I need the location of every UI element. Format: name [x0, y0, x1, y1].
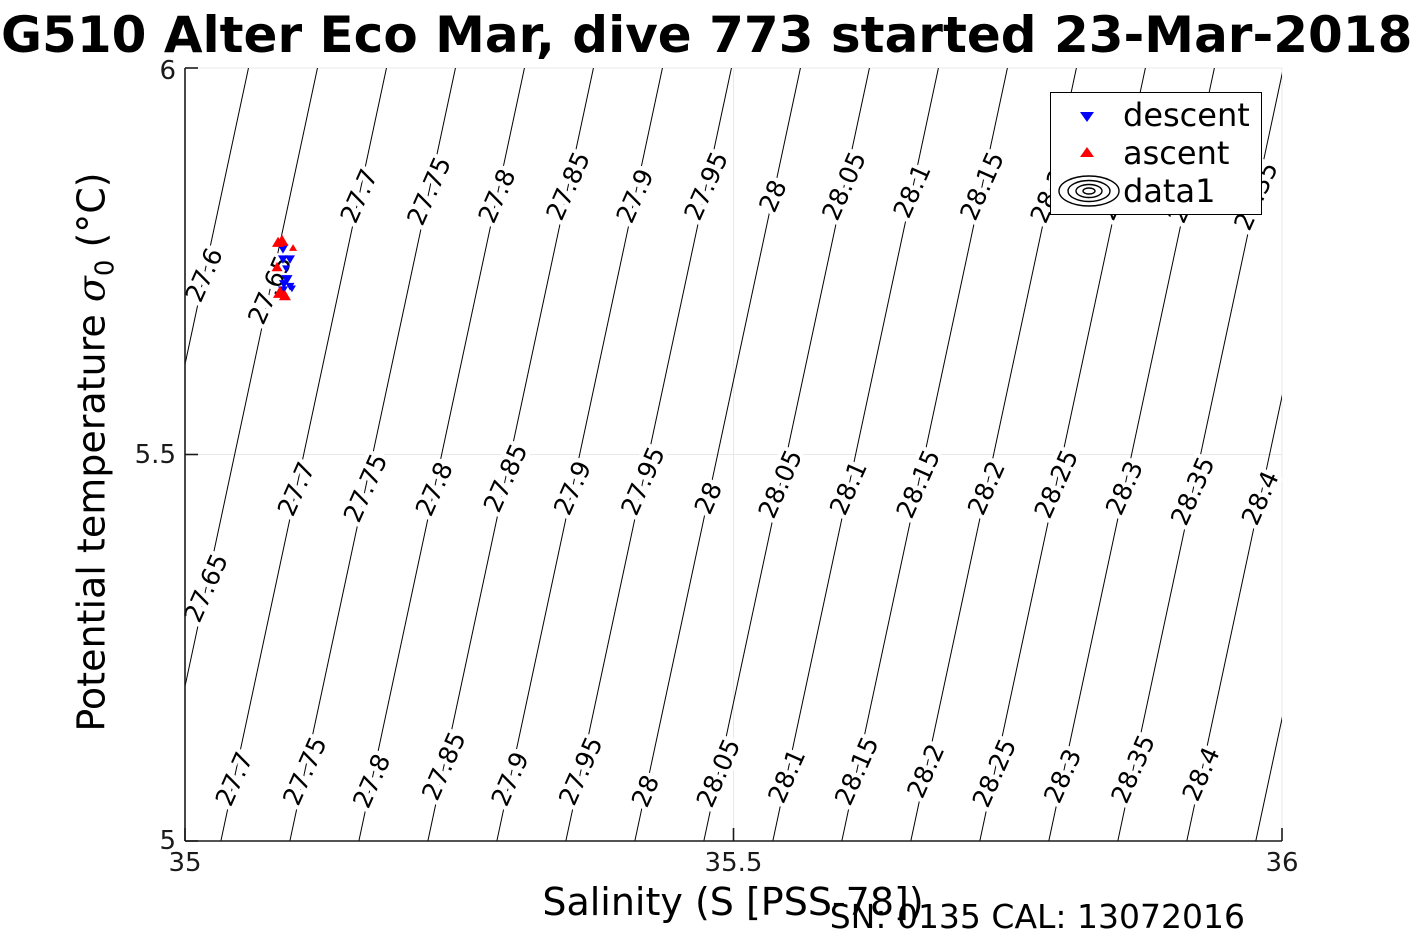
- ascent-marker: [278, 290, 291, 301]
- contour-label-27.75: 27.75: [338, 449, 394, 526]
- contour-label-27.9: 27.9: [486, 748, 535, 811]
- contour-label-28.2: 28.2: [962, 457, 1011, 520]
- contour-label-28: 28: [753, 176, 792, 217]
- contour-label-27.7: 27.7: [334, 165, 383, 228]
- contour-label-27.7: 27.7: [272, 458, 321, 521]
- contour-label-27.7: 27.7: [210, 748, 259, 811]
- isopycnal-contour-27.95: [565, 68, 732, 841]
- contour-rings-icon: [1051, 173, 1123, 209]
- isopycnal-contour-28: [634, 68, 801, 841]
- descent-marker: [282, 265, 291, 273]
- y-tick-label-5.5: 5.5: [134, 439, 176, 470]
- contour-label-27.8: 27.8: [472, 165, 521, 228]
- contour-label-27.9: 27.9: [610, 165, 659, 228]
- contour-label-27.95: 27.95: [615, 442, 671, 519]
- isopycnal-contour-27.9: [496, 68, 663, 841]
- legend-item-descent: descent: [1051, 96, 1261, 134]
- contour-label-28.3: 28.3: [1100, 457, 1149, 520]
- contour-label-28.35: 28.35: [1105, 730, 1161, 807]
- contour-label-27.8: 27.8: [410, 458, 459, 521]
- contour-label-27.95: 27.95: [553, 732, 609, 809]
- legend-item-data1: data1: [1051, 172, 1261, 210]
- isopycnal-contour-28.4: [1186, 394, 1282, 841]
- contour-label-28.1: 28.1: [888, 160, 937, 223]
- isopycnal-contour-27.85: [427, 68, 594, 841]
- ascent-marker: [275, 234, 289, 246]
- legend-item-ascent: ascent: [1051, 134, 1261, 172]
- contour-label-27.75: 27.75: [277, 732, 333, 809]
- x-axis-label: Salinity (S [PSS-78]): [542, 880, 924, 924]
- isopycnal-contour-28.2: [910, 68, 1077, 841]
- y-axis-label: Potential temperature σ0 (°C): [70, 172, 121, 731]
- contour-label-28.25: 28.25: [967, 734, 1023, 811]
- descent-triangle-icon: [1051, 103, 1123, 127]
- x-tick-label-35.5: 35.5: [704, 848, 763, 878]
- isopycnal-contour-27.75: [289, 68, 456, 841]
- sigma-subscript: 0: [90, 259, 121, 277]
- isopycnal-contour-27.7: [220, 68, 387, 841]
- descent-marker: [278, 280, 289, 289]
- contour-label-27.85: 27.85: [540, 147, 596, 224]
- contour-label-28.15: 28.15: [829, 732, 885, 809]
- contour-label-28.4: 28.4: [1236, 467, 1285, 530]
- contour-label-28.15: 28.15: [890, 445, 946, 522]
- contour-label-28.05: 28.05: [752, 445, 808, 522]
- isopycnal-contour-27.6: [185, 68, 249, 367]
- isopycnal-contour-28.1: [772, 68, 939, 841]
- sn-cal-footnote: SN: 0135 CAL: 13072016: [829, 897, 1245, 936]
- contour-label-28.1: 28.1: [824, 457, 873, 520]
- isopycnal-contour-27.8: [358, 68, 525, 841]
- contour-label-27.8: 27.8: [347, 750, 396, 813]
- contour-label-28.1: 28.1: [762, 745, 811, 808]
- legend-box: descent ascent data1: [1050, 92, 1262, 215]
- descent-marker: [284, 255, 295, 264]
- contour-label-28.05: 28.05: [691, 734, 747, 811]
- ascent-marker: [271, 261, 283, 272]
- legend-label-data1: data1: [1123, 172, 1216, 210]
- contour-label-28.4: 28.4: [1177, 743, 1226, 806]
- descent-marker: [277, 255, 288, 264]
- contour-label-27.65: 27.65: [178, 549, 234, 626]
- contour-label-28: 28: [626, 771, 665, 812]
- x-tick-label-36: 36: [1265, 848, 1299, 878]
- contour-label-27.85: 27.85: [416, 727, 472, 804]
- contour-label-27.85: 27.85: [478, 439, 534, 516]
- contour-label-28.05: 28.05: [816, 147, 872, 224]
- contour-label-27.65: 27.65: [242, 251, 298, 328]
- isopycnal-contour-28.05: [703, 68, 870, 841]
- contour-label-28.35: 28.35: [1165, 452, 1221, 529]
- y-tick-label-5: 5: [159, 826, 176, 856]
- contour-label-28.25: 28.25: [1028, 445, 1084, 522]
- contour-label-28.2: 28.2: [901, 740, 950, 803]
- isopycnal-contour-27.65: [185, 68, 318, 689]
- isopycnal-contour-28.15: [841, 68, 1008, 841]
- sigma-symbol: σ: [69, 276, 114, 303]
- figure-title: G510 Alter Eco Mar, dive 773 started 23-…: [1, 6, 1417, 64]
- contour-label-28.15: 28.15: [954, 147, 1010, 224]
- descent-marker: [287, 285, 296, 293]
- descent-marker: [281, 275, 293, 285]
- legend-label-descent: descent: [1123, 96, 1250, 134]
- legend-label-ascent: ascent: [1123, 134, 1230, 172]
- contour-label-27.75: 27.75: [401, 152, 457, 229]
- y-axis-label-units: (°C): [69, 172, 114, 260]
- contour-label-27.6: 27.6: [180, 244, 229, 307]
- x-tick-label-35: 35: [168, 848, 202, 878]
- contour-label-27.9: 27.9: [548, 457, 597, 520]
- contour-label-28: 28: [689, 478, 728, 519]
- contour-label-27.95: 27.95: [678, 147, 734, 224]
- contour-label-28.3: 28.3: [1038, 745, 1087, 808]
- y-tick-label-6: 6: [159, 56, 176, 86]
- ascent-triangle-icon: [1051, 141, 1123, 165]
- ascent-marker: [289, 244, 298, 251]
- y-axis-label-text: Potential temperature: [69, 302, 114, 732]
